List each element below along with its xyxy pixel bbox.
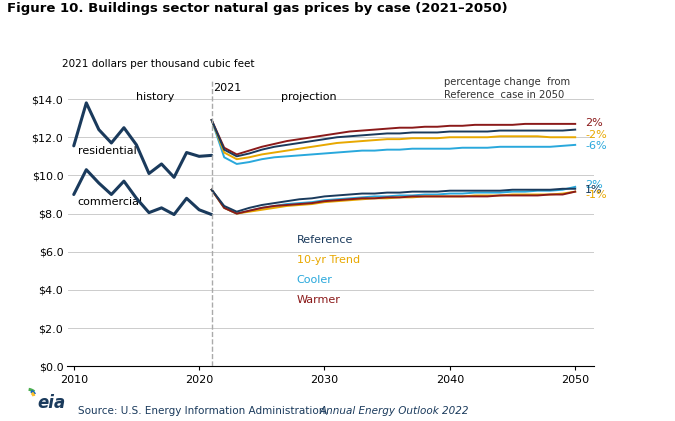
Text: residential: residential <box>78 146 136 156</box>
Text: commercial: commercial <box>78 197 142 207</box>
Text: -6%: -6% <box>585 141 607 151</box>
Text: 2%: 2% <box>585 180 603 190</box>
Text: Source: U.S. Energy Information Administration,: Source: U.S. Energy Information Administ… <box>78 406 331 416</box>
Text: Cooler: Cooler <box>296 275 332 285</box>
Text: projection: projection <box>281 92 336 102</box>
Text: 10-yr Trend: 10-yr Trend <box>296 256 360 265</box>
Text: Reference: Reference <box>296 235 353 245</box>
Text: 2021 dollars per thousand cubic feet: 2021 dollars per thousand cubic feet <box>62 59 254 69</box>
Text: history: history <box>136 92 174 102</box>
Text: 2021: 2021 <box>213 83 241 93</box>
Text: 2%: 2% <box>585 118 603 128</box>
Text: Figure 10. Buildings sector natural gas prices by case (2021–2050): Figure 10. Buildings sector natural gas … <box>7 2 508 15</box>
Text: Annual Energy Outlook 2022: Annual Energy Outlook 2022 <box>319 406 468 416</box>
Text: -1%: -1% <box>585 189 607 200</box>
Text: eia: eia <box>38 394 66 412</box>
Text: percentage change  from
Reference  case in 2050: percentage change from Reference case in… <box>443 77 570 100</box>
Text: -2%: -2% <box>585 131 607 140</box>
Text: 1%: 1% <box>585 185 603 195</box>
Text: Warmer: Warmer <box>296 296 340 305</box>
